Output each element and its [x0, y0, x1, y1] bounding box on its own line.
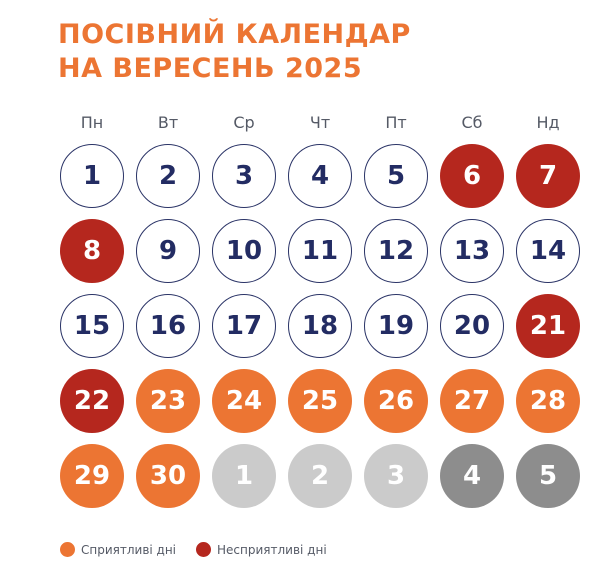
- legend: Сприятливі дні Несприятливі дні: [60, 542, 347, 557]
- day-unfavorable[interactable]: 21: [516, 293, 580, 358]
- weekday-mon: Пн: [80, 113, 104, 132]
- day-next-light[interactable]: 2: [288, 443, 352, 508]
- day-cell: 13: [434, 213, 510, 288]
- legend-item-favorable: Сприятливі дні: [60, 542, 176, 557]
- day-favorable[interactable]: 30: [136, 443, 200, 508]
- day-cell: 3: [206, 138, 282, 213]
- day-cell: 1: [206, 438, 282, 513]
- day-cell: 10: [206, 213, 282, 288]
- legend-item-unfavorable: Несприятливі дні: [196, 542, 327, 557]
- day-cell: 16: [130, 288, 206, 363]
- day-cell: 27: [434, 363, 510, 438]
- day-normal[interactable]: 20: [440, 293, 504, 358]
- day-favorable[interactable]: 26: [364, 368, 428, 433]
- day-cell: 3: [358, 438, 434, 513]
- day-normal[interactable]: 1: [60, 143, 124, 208]
- day-favorable[interactable]: 24: [212, 368, 276, 433]
- day-cell: 2: [282, 438, 358, 513]
- day-cell: 21: [510, 288, 586, 363]
- day-normal[interactable]: 18: [288, 293, 352, 358]
- day-cell: 29: [54, 438, 130, 513]
- weekday-tue: Вт: [157, 113, 179, 132]
- legend-favorable-label: Сприятливі дні: [81, 542, 177, 557]
- day-next-dark[interactable]: 5: [516, 443, 580, 508]
- day-unfavorable[interactable]: 6: [440, 143, 504, 208]
- day-cell: 6: [434, 138, 510, 213]
- day-grid: 1 2 3 4 5 6 7 8 9 10 11 12 13 14 15 16 17 18 19 20 21 22 23 24 2…: [54, 138, 586, 513]
- day-cell: 20: [434, 288, 510, 363]
- day-cell: 4: [434, 438, 510, 513]
- day-next-light[interactable]: 1: [212, 443, 276, 508]
- day-normal[interactable]: 2: [136, 143, 200, 208]
- legend-unfavorable-label: Несприятливі дні: [217, 542, 327, 557]
- day-normal[interactable]: 10: [212, 218, 276, 283]
- weekday-sat: Сб: [461, 113, 483, 132]
- weekday-wed: Ср: [233, 113, 255, 132]
- day-normal[interactable]: 19: [364, 293, 428, 358]
- day-next-light[interactable]: 3: [364, 443, 428, 508]
- day-cell: 1: [54, 138, 130, 213]
- day-cell: 26: [358, 363, 434, 438]
- legend-unfavorable-dot: [196, 542, 212, 557]
- day-favorable[interactable]: 27: [440, 368, 504, 433]
- day-cell: 23: [130, 363, 206, 438]
- day-cell: 5: [358, 138, 434, 213]
- day-cell: 12: [358, 213, 434, 288]
- day-cell: 14: [510, 213, 586, 288]
- day-normal[interactable]: 4: [288, 143, 352, 208]
- day-normal[interactable]: 5: [364, 143, 428, 208]
- day-cell: 25: [282, 363, 358, 438]
- day-unfavorable[interactable]: 7: [516, 143, 580, 208]
- day-normal[interactable]: 15: [60, 293, 124, 358]
- day-cell: 11: [282, 213, 358, 288]
- day-cell: 28: [510, 363, 586, 438]
- day-cell: 4: [282, 138, 358, 213]
- day-cell: 24: [206, 363, 282, 438]
- day-favorable[interactable]: 28: [516, 368, 580, 433]
- weekday-fri: Пт: [385, 113, 407, 132]
- weekday-thu: Чт: [309, 113, 331, 132]
- day-favorable[interactable]: 23: [136, 368, 200, 433]
- day-cell: 22: [54, 363, 130, 438]
- weekday-header-row: Пн Вт Ср Чт Пт Сб Нд: [54, 112, 586, 134]
- weekday-sun: Нд: [536, 113, 560, 132]
- day-cell: 9: [130, 213, 206, 288]
- day-normal[interactable]: 14: [516, 218, 580, 283]
- day-cell: 17: [206, 288, 282, 363]
- day-favorable[interactable]: 25: [288, 368, 352, 433]
- day-cell: 8: [54, 213, 130, 288]
- calendar-title: ПОСІВНИЙ КАЛЕНДАР НА ВЕРЕСЕНЬ 2025: [58, 18, 411, 86]
- day-cell: 15: [54, 288, 130, 363]
- day-normal[interactable]: 11: [288, 218, 352, 283]
- day-next-dark[interactable]: 4: [440, 443, 504, 508]
- day-normal[interactable]: 17: [212, 293, 276, 358]
- title-line-2: НА ВЕРЕСЕНЬ 2025: [58, 53, 363, 84]
- day-favorable[interactable]: 29: [60, 443, 124, 508]
- day-normal[interactable]: 13: [440, 218, 504, 283]
- title-line-1: ПОСІВНИЙ КАЛЕНДАР: [58, 19, 411, 50]
- day-cell: 19: [358, 288, 434, 363]
- day-normal[interactable]: 9: [136, 218, 200, 283]
- day-unfavorable[interactable]: 22: [60, 368, 124, 433]
- day-cell: 5: [510, 438, 586, 513]
- day-normal[interactable]: 12: [364, 218, 428, 283]
- day-cell: 18: [282, 288, 358, 363]
- day-cell: 2: [130, 138, 206, 213]
- day-normal[interactable]: 16: [136, 293, 200, 358]
- day-cell: 7: [510, 138, 586, 213]
- day-normal[interactable]: 3: [212, 143, 276, 208]
- day-cell: 30: [130, 438, 206, 513]
- legend-favorable-dot: [60, 542, 75, 557]
- day-unfavorable[interactable]: 8: [60, 218, 124, 283]
